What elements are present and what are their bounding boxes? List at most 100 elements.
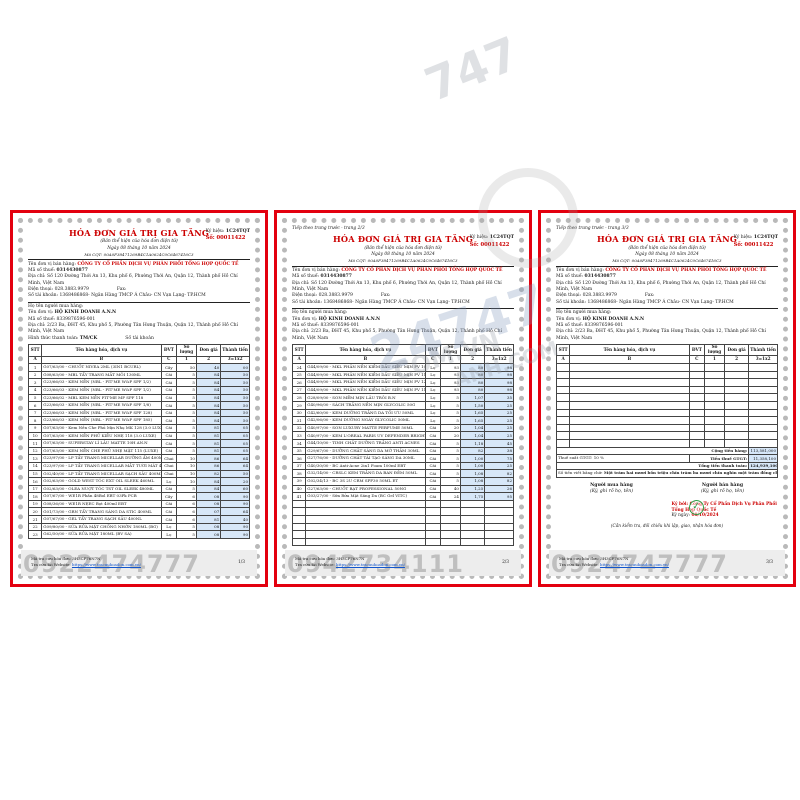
table-cell: [569, 416, 690, 425]
table-cell: G07/63/00 - KEM NỀN PHỦ KIỀU NHẸ 118 (3.…: [41, 431, 162, 441]
table-cell: 27: [291, 385, 307, 395]
table-row: 6 G23/66/03 - KEM NỀN (NBL - FIT'ME W&P S…: [27, 401, 250, 410]
page-number: 1/3: [238, 560, 245, 565]
table-row: 27 G44/09/00 - MKL PHẤN NỀN KIỀM DẦU SIÊU…: [291, 385, 514, 395]
table-cell: 82: [484, 469, 514, 478]
table-cell: 5: [176, 446, 197, 456]
table-cell: [748, 393, 778, 403]
table-cell: [484, 537, 514, 547]
table-cell: [440, 514, 461, 524]
table-cell: G07/63/00 - Kem Nền Che Phủ Mịn Nhẹ MK 1…: [41, 423, 162, 433]
table-cell: Thuế suất GTGT: 10 %: [556, 454, 690, 463]
table-cell: 50: [220, 469, 250, 479]
buyer-address: 2/23 Ba, ĐHT 45, Khu phố 5, Phường Tân H…: [28, 323, 238, 335]
table-cell: 64: [220, 507, 250, 517]
table-cell: Cái: [424, 454, 442, 463]
table-cell: 39: [291, 476, 307, 486]
table-cell: [484, 522, 514, 532]
table-cell: 84: [195, 477, 222, 486]
table-cell: 50: [220, 386, 250, 395]
table-cell: 5: [440, 393, 461, 403]
table-cell: 93: [440, 385, 461, 395]
lookup-link[interactable]: https://www.tracuuhoadon.com.vn/: [335, 561, 405, 567]
table-cell: 25: [484, 423, 514, 433]
table-cell: Cái: [160, 499, 178, 509]
table-cell: [688, 416, 706, 425]
seller-address: Số 120 Đường Thới An 13, Khu phố 6, Phườ…: [556, 280, 766, 292]
seller-phone: 028.3883.9979: [318, 293, 353, 299]
table-cell: 21: [27, 515, 43, 524]
table-cell: 84: [195, 386, 222, 395]
table-cell: 1,50: [459, 401, 486, 410]
table-row: 9 G07/63/00 - Kem Nền Che Phủ Mịn Nhẹ MK …: [27, 423, 250, 433]
table-cell: G07/67/00 - WE1R Phấn 48Bol EBT 03Pk PCB: [41, 492, 162, 501]
table-cell: Lọ: [424, 408, 442, 418]
table-cell: 5: [440, 439, 461, 448]
table-cell: 1,65: [459, 416, 486, 425]
table-cell: 84: [195, 401, 222, 410]
table-cell: [748, 401, 778, 410]
table-cell: [569, 393, 690, 403]
lookup-link[interactable]: https://www.tracuuhoadon.com.vn/: [71, 561, 141, 567]
tax-authority-code: Mã CQT: 00A0F38471269B4C1A0624C0C6467416…: [348, 257, 458, 263]
table-row: 18 G07/67/00 - WE1R Phấn 48Bol EBT 03Pk P…: [27, 492, 250, 501]
table-cell: [748, 416, 778, 425]
table-cell: [688, 423, 706, 433]
display-note: (Bản thể hiện của hóa đơn điện tử): [628, 245, 706, 251]
table-cell: 5: [440, 461, 461, 471]
table-cell: G01/73/00 - GRN TẨY TRANG SÁNG DA STIC 4…: [41, 507, 162, 517]
table-cell: [291, 507, 307, 516]
table-cell: [305, 537, 426, 547]
page-number: 3/3: [766, 560, 773, 565]
table-cell: [484, 499, 514, 509]
invoice-date: Ngày 08 tháng 10 năm 2024: [371, 251, 435, 257]
table-cell: [305, 522, 426, 532]
table-cell: Cái: [160, 386, 178, 395]
invoice-date: Ngày 08 tháng 10 năm 2024: [107, 245, 171, 251]
table-cell: 5: [176, 522, 197, 532]
table-cell: Lọ: [160, 522, 178, 532]
table-cell: [569, 385, 690, 395]
table-cell: 90: [220, 530, 250, 539]
table-cell: G23/66/02 - MBL KEM NỀN FIT'ME MP SPF 11…: [41, 393, 162, 403]
table-cell: G07/63/00 - KEM NỀN CHE PHỦ NHẸ MẶT 115 …: [41, 446, 162, 456]
table-cell: Cái: [160, 416, 178, 425]
table-cell: 5: [440, 446, 461, 456]
table-cell: Cái: [160, 370, 178, 380]
table-cell: Cái: [424, 423, 442, 433]
lookup-link[interactable]: https://www.tracuuhoadon.com.vn/: [599, 561, 669, 567]
table-cell: [704, 393, 725, 403]
table-cell: [723, 378, 750, 387]
table-cell: Tổng tiền thanh toán:: [555, 461, 750, 471]
table-cell: 24: [440, 492, 461, 501]
table-cell: 82: [459, 446, 486, 456]
table-cell: 81: [195, 439, 222, 448]
table-cell: G08/36/00 - WE1R NẸEC Bọt 400ml EBT: [41, 499, 162, 509]
table-cell: [704, 416, 725, 425]
table-cell: [424, 514, 442, 524]
table-cell: Cái: [160, 423, 178, 433]
table-body: Cộng tiền hàng: 113,581,000 Thuế suất GTGT…: [555, 363, 778, 478]
table-cell: 1,65: [459, 408, 486, 418]
table-cell: 23: [27, 530, 43, 539]
table-row: [555, 431, 778, 440]
table-cell: Lọ: [424, 385, 442, 395]
table-cell: 75: [484, 454, 514, 463]
table-cell: 64: [220, 461, 250, 471]
table-cell: 90: [220, 499, 250, 509]
divider: [556, 307, 778, 309]
table-cell: 08: [195, 530, 222, 539]
seller-name: CÔNG TY CỔ PHẦN DỊCH VỤ PHÂN PHỐI TỔNG H…: [77, 261, 239, 267]
table-cell: 07: [195, 507, 222, 517]
table-cell: Cái: [424, 484, 442, 494]
buyer-tax-id: 8339876596-001: [56, 316, 96, 322]
table-row: 11 G07/63/00 - SUPERSTAY LÌ LÂU MATTE 10H…: [27, 439, 250, 448]
table-cell: 25: [291, 370, 307, 380]
table-cell: 64: [220, 454, 250, 463]
table-cell: G40/97/00 - KEM L'OREAL PARIS UV DEFENDE…: [305, 431, 426, 440]
table-header-row: STT Tên hàng hóa, dịch vụ ĐVT Số lượng Đơn…: [27, 343, 250, 357]
table-cell: [459, 537, 486, 547]
table-cell: 1,00: [459, 461, 486, 471]
